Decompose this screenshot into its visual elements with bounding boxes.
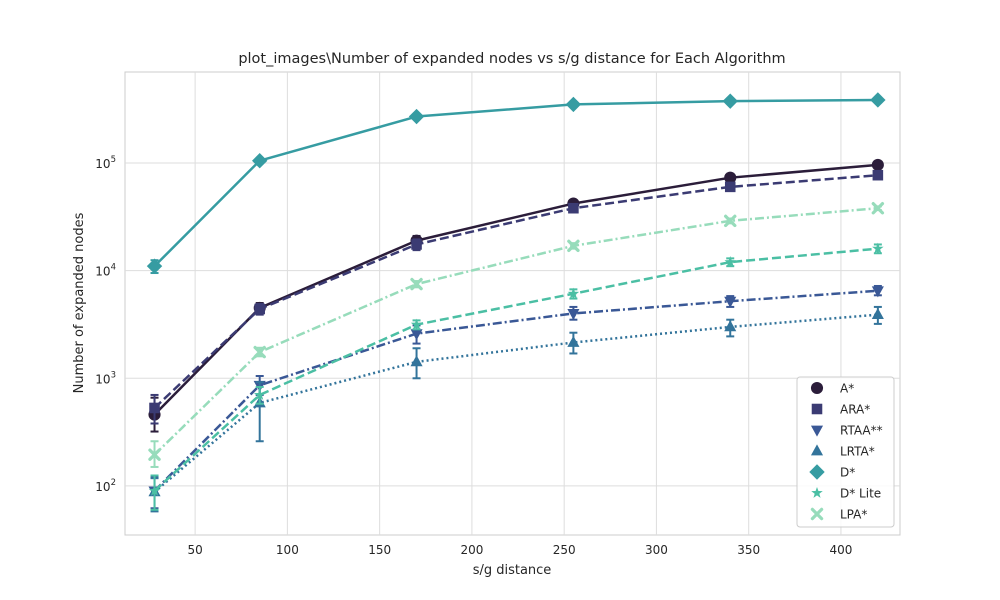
legend-item: A*: [810, 381, 854, 396]
legend-label: RTAA**: [840, 424, 883, 438]
marker-x: [410, 277, 423, 291]
marker-triangle-up: [810, 444, 824, 456]
marker-triangle-up: [410, 355, 423, 367]
x-tick-label: 50: [187, 543, 202, 557]
y-tick-label: 102: [95, 478, 116, 494]
marker-diamond: [565, 96, 582, 113]
marker-triangle-up: [871, 308, 884, 320]
x-axis-label: s/g distance: [473, 563, 552, 578]
marker-square: [411, 239, 422, 250]
marker-x: [810, 507, 824, 521]
plot-area: [124, 71, 901, 536]
legend-item: ARA*: [811, 403, 870, 417]
series-line: [153, 173, 878, 409]
marker-star: [410, 318, 423, 330]
marker-circle: [724, 171, 737, 184]
legend-item: RTAA**: [810, 424, 883, 438]
x-tick-label: 250: [553, 543, 576, 557]
marker-diamond: [146, 258, 163, 274]
marker-square: [568, 202, 579, 214]
marker-triangle-down: [724, 296, 737, 308]
marker-star: [567, 287, 580, 299]
marker-diamond: [809, 464, 825, 480]
x-tick-label: 200: [460, 543, 483, 557]
legend-item: LRTA*: [810, 444, 875, 459]
series-rtaa: [148, 284, 884, 510]
legend-label: A*: [840, 382, 854, 396]
marker-star: [811, 486, 823, 498]
marker-star: [253, 388, 266, 400]
marker-diamond: [252, 152, 268, 169]
series-line: [153, 313, 878, 493]
marker-x: [871, 201, 885, 215]
y-axis-label: Number of expanded nodes: [72, 212, 87, 393]
marker-star: [724, 256, 736, 267]
grid: [125, 72, 900, 535]
legend-label: ARA*: [840, 403, 870, 417]
marker-triangle-down: [810, 425, 824, 437]
marker-diamond: [870, 92, 886, 108]
marker-x: [148, 448, 161, 461]
series-d-lite: [148, 242, 884, 511]
marker-x: [724, 214, 737, 228]
legend: A* ARA* RTAA** LRTA* D* D* Lite LPA*: [796, 376, 895, 528]
x-tick-label: 400: [829, 543, 852, 557]
legend-label: D* Lite: [840, 487, 881, 501]
series-ara: [149, 169, 884, 425]
legend-label: LPA*: [840, 508, 867, 522]
marker-diamond: [722, 93, 738, 109]
tick-labels: 50 100 150 200 250 300 350 400 102 103 104 105: [95, 155, 852, 557]
series-line: [153, 247, 878, 492]
x-tick-label: 300: [645, 543, 668, 557]
legend-item: D* Lite: [811, 487, 881, 501]
series-line: [153, 206, 878, 456]
x-tick-label: 100: [276, 543, 299, 557]
series-line: [153, 289, 878, 492]
series-lpa: [148, 201, 885, 468]
marker-star: [148, 484, 161, 496]
x-tick-label: 350: [737, 543, 760, 557]
marker-square: [811, 403, 823, 415]
marker-x: [567, 239, 580, 253]
marker-x: [253, 345, 266, 359]
marker-circle: [810, 381, 824, 395]
marker-triangle-up: [724, 320, 737, 332]
marker-circle: [871, 158, 884, 171]
marker-triangle-down: [567, 309, 580, 321]
legend-item: LPA*: [810, 507, 867, 522]
marker-square: [149, 402, 160, 414]
marker-star: [872, 242, 884, 254]
marker-square: [254, 303, 265, 315]
marker-diamond: [408, 108, 425, 125]
marker-triangle-up: [567, 335, 580, 347]
marker-triangle-down: [410, 329, 423, 341]
x-tick-label: 150: [368, 543, 391, 557]
legend-label: LRTA*: [840, 445, 875, 459]
marker-triangle-down: [871, 286, 884, 298]
y-tick-label: 104: [95, 263, 116, 279]
series-layer: [146, 92, 886, 513]
y-tick-label: 105: [95, 155, 116, 171]
legend-label: D*: [840, 466, 855, 480]
marker-square: [724, 181, 736, 193]
marker-square: [872, 169, 884, 181]
legend-item: D*: [809, 464, 855, 480]
y-tick-label: 103: [95, 370, 116, 386]
series-line: [153, 98, 878, 268]
series-d: [146, 92, 886, 275]
legend-box: [796, 376, 895, 528]
chart-title: plot_images\Number of expanded nodes vs …: [238, 51, 785, 67]
